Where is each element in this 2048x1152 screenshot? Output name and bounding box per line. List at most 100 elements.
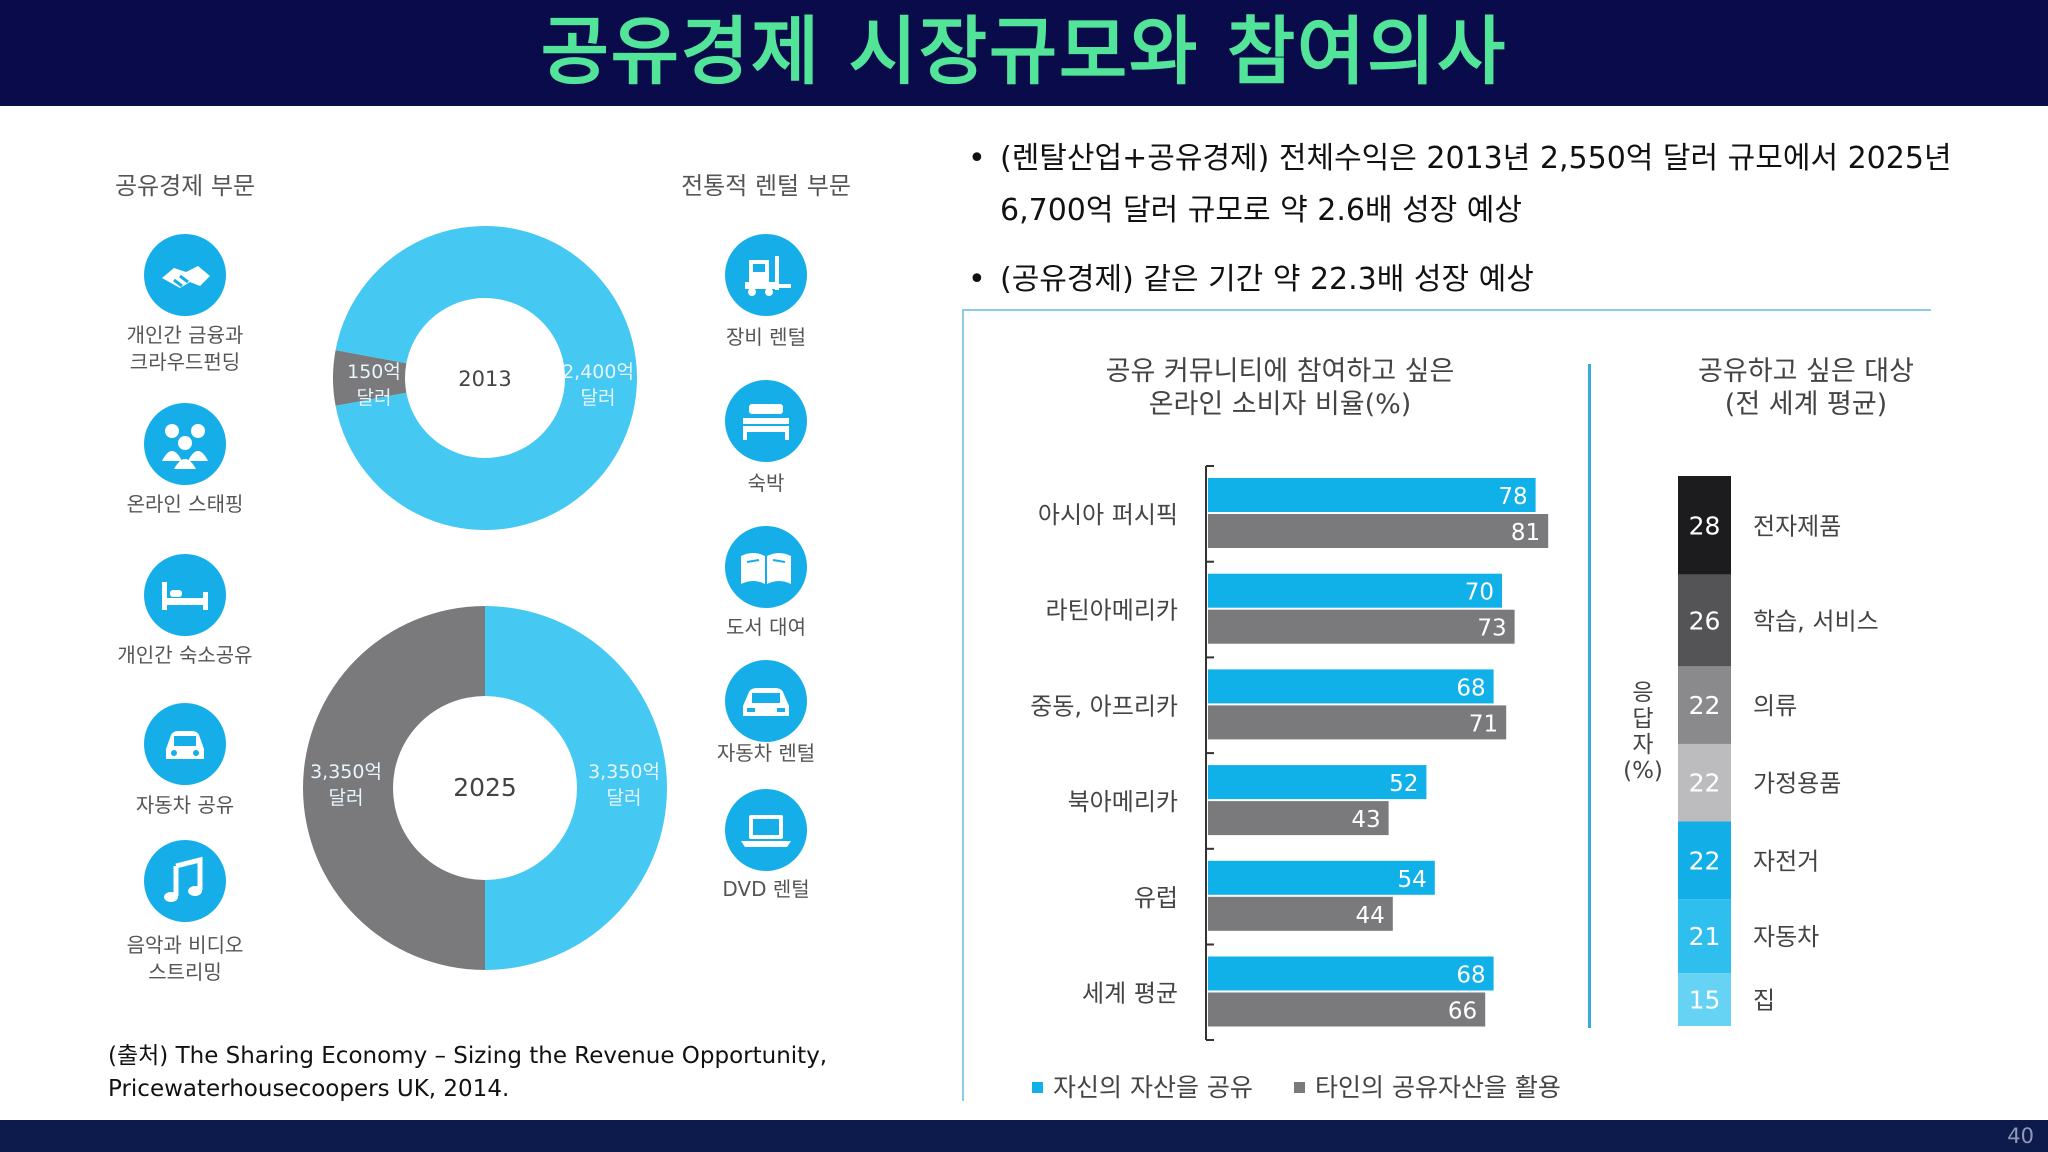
people-icon bbox=[144, 403, 226, 485]
rental-item-label: DVD 렌털 bbox=[722, 877, 810, 901]
stack-value-label: 15 bbox=[1689, 986, 1721, 1015]
stack-value-label: 22 bbox=[1689, 846, 1721, 875]
y-axis-label: (%) bbox=[1623, 758, 1663, 784]
laptop-icon bbox=[725, 789, 807, 871]
stack-value-label: 21 bbox=[1689, 922, 1721, 951]
donut-slice-label: 3,350억 bbox=[588, 761, 660, 783]
category-label: 아시아 퍼시픽 bbox=[1038, 501, 1178, 529]
donut-center-label: 2013 bbox=[458, 367, 511, 391]
stack-category-label: 전자제품 bbox=[1753, 512, 1841, 540]
bar-value-label: 71 bbox=[1469, 711, 1498, 737]
donut-slice-label: 달러 bbox=[329, 787, 364, 809]
sharing-section-header: 공유경제 부문 bbox=[114, 172, 256, 200]
donut-slice-label: 2,400억 bbox=[562, 361, 634, 383]
car-icon bbox=[144, 703, 226, 785]
sharing-item-label: 음악과 비디오 스트리밍 bbox=[126, 933, 244, 984]
car-icon bbox=[725, 660, 807, 742]
stack-segment bbox=[1678, 476, 1731, 575]
stack-category-label: 학습, 서비스 bbox=[1753, 608, 1879, 636]
bar bbox=[1208, 992, 1486, 1027]
bar-value-label: 81 bbox=[1511, 520, 1540, 546]
page-number: 40 bbox=[2007, 1124, 2034, 1148]
sharing-item-label: 자동차 공유 bbox=[135, 793, 235, 817]
book-icon bbox=[725, 526, 807, 608]
bar bbox=[1208, 765, 1427, 800]
rental-item-label: 장비 렌털 bbox=[726, 325, 806, 349]
chart-title: 공유 커뮤니티에 참여하고 싶은 bbox=[1106, 356, 1455, 387]
stack-segment bbox=[1678, 666, 1731, 744]
chart-title: (전 세계 평균) bbox=[1725, 389, 1887, 420]
y-axis-label: 응 bbox=[1632, 680, 1653, 706]
sharing-item-label: 개인간 금융과 크라우드펀딩 bbox=[126, 323, 244, 374]
footer-bar bbox=[0, 1120, 2048, 1152]
bar bbox=[1208, 669, 1494, 704]
bar bbox=[1208, 478, 1536, 512]
title-bar bbox=[0, 0, 2048, 106]
category-label: 라틴아메리카 bbox=[1046, 597, 1178, 625]
bed-icon bbox=[144, 554, 226, 636]
chart-panel-left-border bbox=[962, 309, 964, 1101]
source-citation: (출처) The Sharing Economy – Sizing the Re… bbox=[108, 1043, 828, 1102]
legend-swatch bbox=[1032, 1081, 1043, 1093]
bar bbox=[1208, 860, 1435, 895]
legend-item-others: 타인의 공유자산을 활용 bbox=[1294, 1068, 1561, 1104]
stack-segment bbox=[1678, 574, 1731, 667]
y-axis-label: 답 bbox=[1632, 706, 1653, 732]
donut-slice bbox=[485, 606, 667, 970]
chart-title: 공유하고 싶은 대상 bbox=[1698, 356, 1914, 387]
donut-slice-label: 달러 bbox=[581, 387, 616, 409]
chart-panel-top-border bbox=[963, 309, 1931, 311]
stack-value-label: 28 bbox=[1689, 511, 1721, 540]
category-label: 북아메리카 bbox=[1068, 788, 1178, 816]
donut-slice bbox=[333, 350, 407, 406]
stack-category-label: 의류 bbox=[1753, 692, 1797, 720]
bar-value-label: 54 bbox=[1398, 867, 1427, 893]
donut-slice bbox=[303, 606, 485, 970]
bar bbox=[1208, 896, 1393, 931]
bar-value-label: 68 bbox=[1456, 963, 1485, 989]
stack-segment bbox=[1678, 973, 1731, 1026]
bar bbox=[1208, 514, 1549, 548]
rental-item-label: 자동차 렌털 bbox=[716, 741, 816, 765]
donut-center-label: 2025 bbox=[453, 773, 517, 802]
legend-swatch bbox=[1294, 1081, 1305, 1093]
donut-slice-label: 3,350억 bbox=[310, 761, 382, 783]
y-axis-label: 자 bbox=[1632, 732, 1653, 758]
music-note-icon bbox=[144, 840, 226, 922]
sharing-targets-stacked-chart: 공유하고 싶은 대상(전 세계 평균) 응답자(%) 28 전자제품 26 학습, 서비스… bbox=[1623, 356, 1914, 1026]
bar bbox=[1208, 956, 1494, 991]
bar-value-label: 68 bbox=[1456, 675, 1485, 701]
bar-value-label: 73 bbox=[1477, 616, 1506, 642]
donut-slice-label: 달러 bbox=[607, 787, 642, 809]
bar-value-label: 70 bbox=[1465, 580, 1494, 606]
bar bbox=[1208, 705, 1507, 740]
forklift-icon bbox=[725, 234, 807, 316]
stack-segment bbox=[1678, 743, 1731, 822]
rental-item-label: 도서 대여 bbox=[726, 615, 806, 639]
sharing-item-label: 개인간 숙소공유 bbox=[117, 643, 253, 667]
category-label: 유럽 bbox=[1134, 884, 1178, 912]
stack-value-label: 22 bbox=[1689, 769, 1721, 798]
legend-item-own: 자신의 자산을 공유 bbox=[1032, 1068, 1253, 1104]
bar-value-label: 52 bbox=[1389, 771, 1418, 797]
stack-value-label: 22 bbox=[1689, 691, 1721, 720]
donut-slice-label: 달러 bbox=[357, 387, 392, 409]
bar bbox=[1208, 573, 1502, 608]
chart-divider bbox=[1588, 364, 1591, 1028]
stack-value-label: 26 bbox=[1689, 607, 1721, 636]
chart-title: 온라인 소비자 비율(%) bbox=[1149, 389, 1412, 420]
bar-value-label: 43 bbox=[1351, 807, 1380, 833]
handshake-icon bbox=[144, 234, 226, 316]
stack-segment bbox=[1678, 899, 1731, 974]
stack-segment bbox=[1678, 821, 1731, 900]
stack-category-label: 가정용품 bbox=[1753, 770, 1841, 798]
stack-category-label: 자동차 bbox=[1753, 923, 1819, 951]
bar-value-label: 44 bbox=[1356, 903, 1385, 929]
bed-icon bbox=[725, 380, 807, 462]
slide-title: 공유경제 시장규모와 참여의사 bbox=[540, 9, 1508, 95]
bar-value-label: 78 bbox=[1498, 484, 1527, 510]
rental-item-label: 숙박 bbox=[747, 471, 785, 495]
